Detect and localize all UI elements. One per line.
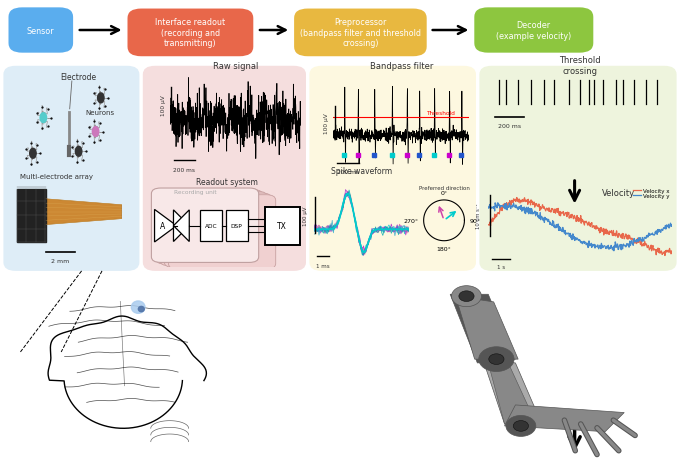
Velocity x <box>484 222 492 228</box>
Text: 200 ms: 200 ms <box>498 123 521 128</box>
Bar <box>226 211 248 241</box>
Velocity y <box>494 200 502 206</box>
Text: 180°: 180° <box>437 246 452 251</box>
Title: Threshold
crossing: Threshold crossing <box>559 56 600 75</box>
FancyBboxPatch shape <box>128 10 254 57</box>
Text: 1 s: 1 s <box>497 265 505 270</box>
FancyBboxPatch shape <box>309 67 476 271</box>
Text: 90°: 90° <box>469 218 481 223</box>
Polygon shape <box>488 363 537 426</box>
Text: 2 mm: 2 mm <box>51 258 69 264</box>
Text: Multi-electrode array: Multi-electrode array <box>20 174 93 180</box>
Velocity y <box>558 228 566 234</box>
FancyBboxPatch shape <box>3 67 139 271</box>
Title: Raw signal: Raw signal <box>213 62 258 70</box>
Legend: Velocity x, Velocity y: Velocity x, Velocity y <box>632 188 669 199</box>
Text: Neurons: Neurons <box>85 109 114 116</box>
Bar <box>17 189 46 243</box>
Text: 100 μV: 100 μV <box>324 113 329 133</box>
Velocity y <box>484 205 492 210</box>
Line: Velocity y: Velocity y <box>488 203 672 251</box>
Text: Decoder
(example velocity): Decoder (example velocity) <box>496 21 571 40</box>
Text: A: A <box>160 222 165 231</box>
FancyBboxPatch shape <box>160 192 267 266</box>
Velocity y <box>610 248 618 254</box>
Text: 100 μV: 100 μV <box>303 206 309 225</box>
Circle shape <box>506 416 536 436</box>
Velocity y <box>545 217 553 223</box>
Text: Preprocessor
(bandpass filter and threshold
crossing): Preprocessor (bandpass filter and thresh… <box>300 19 421 48</box>
Text: Preferred direction: Preferred direction <box>419 185 469 190</box>
Text: DSP: DSP <box>231 224 243 228</box>
Title: Spike waveform: Spike waveform <box>331 167 392 175</box>
Title: Bandpass filter: Bandpass filter <box>369 62 433 70</box>
Velocity x <box>506 203 514 209</box>
Velocity x <box>600 227 609 232</box>
Text: Velocity: Velocity <box>602 188 635 197</box>
Polygon shape <box>154 210 177 242</box>
Polygon shape <box>505 405 624 432</box>
Text: TX: TX <box>277 222 287 231</box>
Text: Readout system: Readout system <box>197 178 258 187</box>
Circle shape <box>97 94 104 104</box>
Text: Threshold: Threshold <box>426 111 454 116</box>
Text: 200 ms: 200 ms <box>337 170 359 175</box>
Circle shape <box>452 286 481 307</box>
Circle shape <box>489 354 504 365</box>
FancyBboxPatch shape <box>294 10 427 57</box>
Circle shape <box>138 307 144 312</box>
Circle shape <box>513 421 528 431</box>
FancyBboxPatch shape <box>164 194 271 268</box>
Polygon shape <box>450 295 515 363</box>
Text: 10 cm s⁻¹: 10 cm s⁻¹ <box>476 203 481 229</box>
Velocity x <box>558 210 566 216</box>
Text: 0°: 0° <box>441 190 447 196</box>
Text: Interface readout
(recording and
transmitting): Interface readout (recording and transmi… <box>155 19 226 48</box>
Text: 1 ms: 1 ms <box>316 263 330 268</box>
FancyBboxPatch shape <box>479 67 677 271</box>
FancyBboxPatch shape <box>8 8 73 54</box>
Polygon shape <box>483 359 543 426</box>
Velocity y <box>619 247 627 252</box>
FancyBboxPatch shape <box>156 190 263 265</box>
Velocity x <box>618 236 626 242</box>
Velocity y <box>668 223 676 228</box>
Text: 270°: 270° <box>403 218 418 223</box>
Velocity x <box>661 253 669 259</box>
Velocity y <box>507 206 515 212</box>
Text: Electrode: Electrode <box>61 73 97 82</box>
Bar <box>265 207 300 245</box>
Velocity x <box>617 232 626 238</box>
FancyBboxPatch shape <box>169 195 275 269</box>
FancyBboxPatch shape <box>475 8 593 54</box>
Text: Sensor: Sensor <box>27 27 54 35</box>
Velocity y <box>600 243 609 249</box>
Circle shape <box>92 128 99 137</box>
FancyBboxPatch shape <box>152 188 258 263</box>
Text: 200 ms: 200 ms <box>173 168 195 173</box>
Polygon shape <box>46 199 122 225</box>
Velocity x <box>545 206 553 211</box>
Circle shape <box>30 149 36 159</box>
Line: Velocity x: Velocity x <box>488 198 672 256</box>
Circle shape <box>40 113 47 123</box>
Velocity y <box>617 242 626 248</box>
Circle shape <box>131 301 145 314</box>
Velocity x <box>668 248 676 254</box>
Circle shape <box>75 147 82 157</box>
Polygon shape <box>173 210 189 242</box>
Velocity x <box>513 195 521 201</box>
Circle shape <box>479 347 514 372</box>
FancyBboxPatch shape <box>143 67 306 271</box>
Polygon shape <box>173 210 189 242</box>
Text: Recording unit: Recording unit <box>174 189 217 195</box>
Polygon shape <box>456 297 518 359</box>
Bar <box>201 211 222 241</box>
Text: ADC: ADC <box>205 224 218 228</box>
Circle shape <box>459 291 474 302</box>
Text: 100 μV: 100 μV <box>161 95 166 116</box>
